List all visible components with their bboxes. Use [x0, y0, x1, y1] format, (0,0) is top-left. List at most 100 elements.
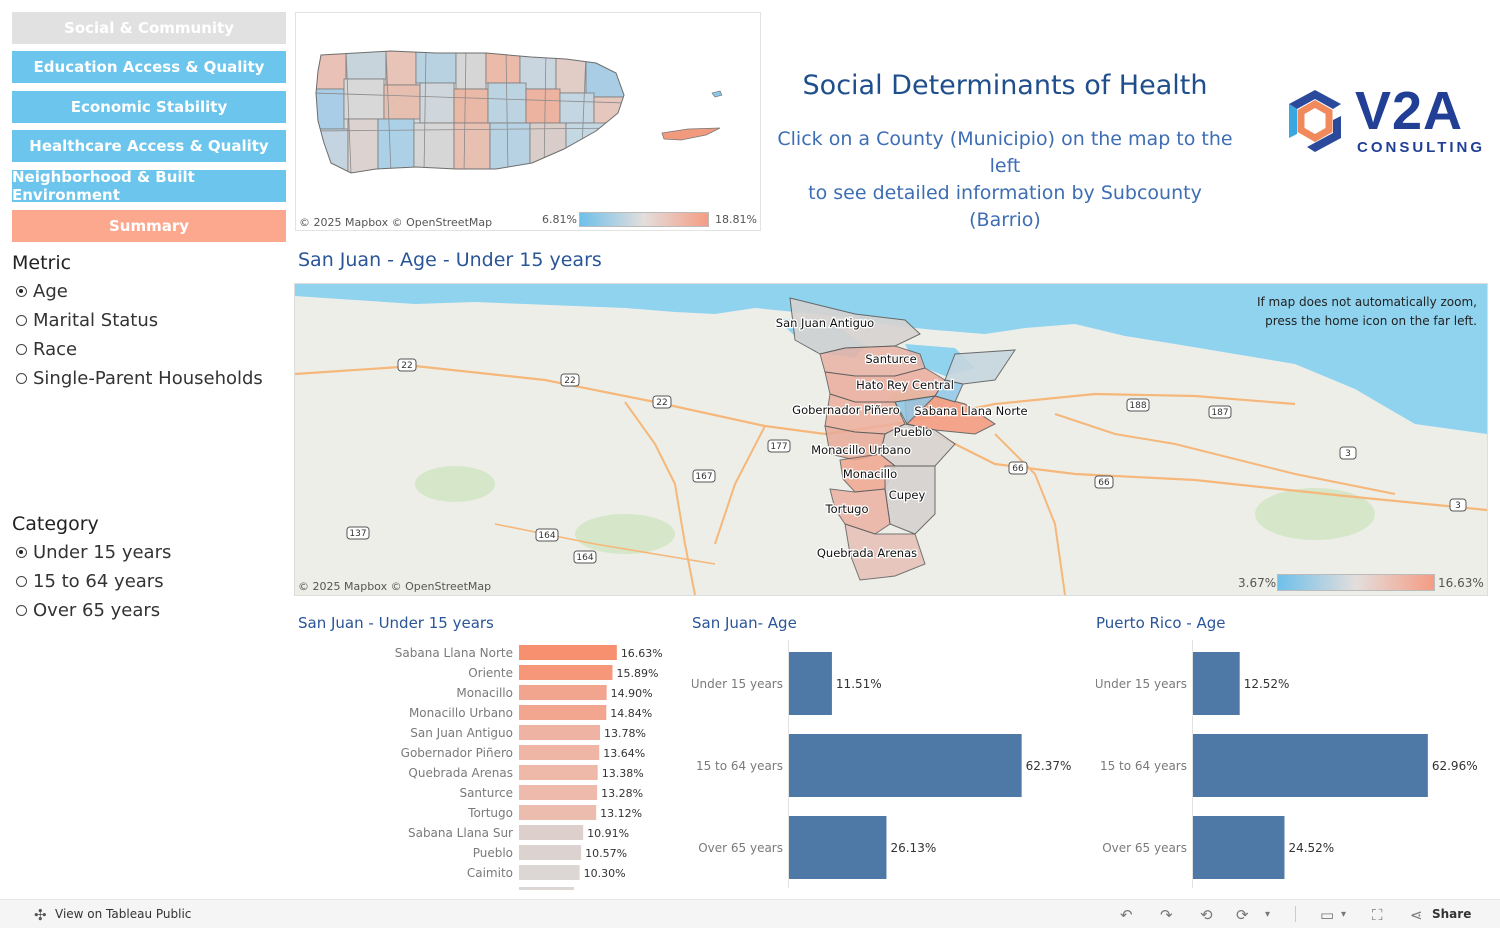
- bar[interactable]: [789, 816, 887, 879]
- v2a-logo: V2A CONSULTING: [1285, 81, 1495, 160]
- radio-button-icon[interactable]: [16, 286, 27, 297]
- bar-value-label: 13.64%: [603, 747, 645, 760]
- road-shield: 22: [401, 361, 412, 371]
- bar[interactable]: [519, 825, 584, 840]
- bar-category-label: Monacillo: [456, 686, 513, 700]
- subtitle-line-1: Click on a County (Municipio) on the map…: [777, 128, 1233, 177]
- bar-value-label: 12.52%: [1244, 677, 1290, 691]
- san-juan-map[interactable]: 22 22 22 177 167 137 164 164 188 187 66 …: [294, 283, 1488, 596]
- metric-option-label: Marital Status: [33, 310, 159, 331]
- metric-heading: Metric: [12, 252, 72, 274]
- fullscreen-icon[interactable]: ⛶: [1372, 906, 1383, 924]
- view-on-tableau-link[interactable]: View on Tableau Public: [55, 907, 192, 921]
- zoom-note-line-1: If map does not automatically zoom,: [1256, 295, 1477, 309]
- road-shield: 66: [1012, 464, 1024, 474]
- road-shield: 22: [564, 376, 575, 386]
- refresh-dropdown-icon[interactable]: ▾: [1265, 909, 1271, 920]
- bar[interactable]: [519, 785, 598, 800]
- download-dropdown-icon[interactable]: ▾: [1341, 909, 1347, 920]
- road-shield: 3: [1455, 501, 1461, 511]
- puerto-rico-map[interactable]: © 2025 Mapbox © OpenStreetMap 6.81% 18.8…: [295, 12, 761, 231]
- nav-button-3[interactable]: Economic Stability: [12, 91, 286, 123]
- chart-title-barrios: San Juan - Under 15 years: [298, 614, 494, 632]
- redo-icon[interactable]: ↷: [1160, 906, 1173, 924]
- bar[interactable]: [789, 652, 832, 715]
- bar[interactable]: [519, 805, 597, 820]
- nav-button-6[interactable]: Summary: [12, 210, 286, 242]
- share-icon[interactable]: ⋖: [1410, 906, 1423, 924]
- road-shield: 164: [576, 553, 593, 563]
- share-button[interactable]: Share: [1432, 907, 1472, 921]
- barrio-label: Santurce: [865, 352, 916, 366]
- barrio-label: San Juan Antiguo: [776, 316, 874, 330]
- bar[interactable]: [519, 845, 582, 860]
- metric-option-1[interactable]: Age: [16, 281, 68, 302]
- puerto-rico-map-canvas[interactable]: [296, 13, 760, 230]
- radio-button-icon[interactable]: [16, 605, 27, 616]
- bar-category-label: Under 15 years: [1096, 677, 1187, 691]
- category-option-2[interactable]: 15 to 64 years: [16, 571, 164, 592]
- bar[interactable]: [789, 734, 1022, 797]
- radio-button-icon[interactable]: [16, 576, 27, 587]
- legend-min: 6.81%: [542, 213, 577, 226]
- bar-category-label: Over 65 years: [1102, 841, 1187, 855]
- category-option-1[interactable]: Under 15 years: [16, 542, 171, 563]
- radio-button-icon[interactable]: [16, 373, 27, 384]
- bar-value-label: 24.52%: [1288, 841, 1334, 855]
- undo-icon[interactable]: ↶: [1120, 906, 1133, 924]
- san-juan-map-canvas[interactable]: 22 22 22 177 167 137 164 164 188 187 66 …: [295, 284, 1487, 595]
- metric-option-2[interactable]: Marital Status: [16, 310, 158, 331]
- bar[interactable]: [519, 705, 607, 720]
- bar[interactable]: [1193, 734, 1428, 797]
- chart-title-sj-age: San Juan- Age: [692, 614, 797, 632]
- radio-button-icon[interactable]: [16, 315, 27, 326]
- bar-category-label: Quebrada Arenas: [408, 766, 513, 780]
- nav-button-5[interactable]: Neighborhood & Built Environment: [12, 168, 286, 204]
- bar-value-label: 10.57%: [585, 847, 627, 860]
- category-option-label: Under 15 years: [33, 542, 172, 563]
- metric-option-3[interactable]: Race: [16, 339, 77, 360]
- page-title: Social Determinants of Health: [802, 70, 1208, 101]
- bar[interactable]: [1193, 652, 1240, 715]
- category-option-3[interactable]: Over 65 years: [16, 600, 160, 621]
- nav-button-4[interactable]: Healthcare Access & Quality: [12, 130, 286, 162]
- bar-value-label: 11.51%: [836, 677, 882, 691]
- bar[interactable]: [519, 725, 601, 740]
- bar[interactable]: [1193, 816, 1285, 879]
- metric-option-label: Age: [33, 281, 68, 302]
- bar-category-label: San Juan Antiguo: [410, 726, 513, 740]
- color-legend: [1277, 574, 1435, 591]
- bar[interactable]: [519, 865, 580, 880]
- subtitle-line-2: to see detailed information by Subcounty…: [808, 182, 1202, 231]
- sj-age-bar-chart[interactable]: Under 15 years 11.51% 15 to 64 years 62.37%…: [692, 640, 1082, 890]
- road-shield: 3: [1345, 449, 1351, 459]
- barrio-label: Monacillo Urbano: [811, 443, 911, 457]
- nav-button-1[interactable]: Social & Community: [12, 12, 286, 44]
- tableau-footer: ✣ View on Tableau Public ↶ ↷ ⟲ ⟳ ▾ ▭ ▾ ⛶…: [0, 899, 1500, 928]
- barrio-bar-chart[interactable]: Sabana Llana Norte 16.63% Oriente 15.89% Mon…: [298, 640, 678, 890]
- logo-text: V2A: [1355, 81, 1464, 141]
- metric-option-4[interactable]: Single-Parent Households: [16, 368, 263, 389]
- bar-value-label: 15.89%: [616, 667, 658, 680]
- nav-button-2[interactable]: Education Access & Quality: [12, 51, 286, 83]
- download-icon[interactable]: ▭: [1320, 906, 1335, 924]
- bar[interactable]: [519, 645, 617, 660]
- logo-mark-icon: [1289, 90, 1341, 152]
- bar-value-label: 16.63%: [621, 647, 663, 660]
- bar[interactable]: [519, 765, 598, 780]
- bar-category-label: Santurce: [459, 786, 513, 800]
- revert-icon[interactable]: ⟲: [1200, 906, 1213, 924]
- bar[interactable]: [519, 685, 607, 700]
- category-option-label: 15 to 64 years: [33, 571, 164, 592]
- bar-value-label: 62.37%: [1026, 759, 1072, 773]
- metric-option-label: Race: [33, 339, 78, 360]
- refresh-icon[interactable]: ⟳: [1236, 906, 1249, 924]
- bar[interactable]: [519, 665, 613, 680]
- bar[interactable]: [519, 745, 600, 760]
- legend-min: 3.67%: [1238, 576, 1277, 590]
- radio-button-icon[interactable]: [16, 547, 27, 558]
- logo-subtext: CONSULTING: [1357, 139, 1486, 156]
- radio-button-icon[interactable]: [16, 344, 27, 355]
- color-legend: [579, 212, 709, 227]
- pr-age-bar-chart[interactable]: Under 15 years 12.52% 15 to 64 years 62.96%…: [1096, 640, 1486, 890]
